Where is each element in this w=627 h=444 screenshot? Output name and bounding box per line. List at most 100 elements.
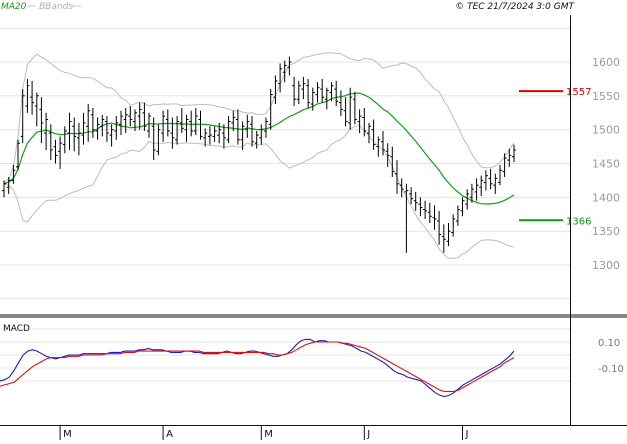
ohlc-bar	[151, 117, 156, 161]
ma20-path	[3, 92, 515, 205]
support-label: 1366	[566, 216, 591, 227]
bband-lower	[3, 124, 515, 259]
ohlc-bar	[170, 117, 175, 149]
ohlc-bar	[296, 80, 301, 104]
ohlc-bar	[212, 126, 217, 142]
price-tick-label: 1300	[592, 259, 620, 272]
ohlc-bar	[390, 146, 395, 177]
ohlc-bar	[133, 109, 137, 131]
macd-signal-line	[0, 341, 515, 392]
ohlc-bar	[381, 131, 385, 156]
ohlc-bar	[264, 117, 268, 138]
ohlc-bar	[404, 183, 409, 253]
ohlc-bar	[427, 202, 432, 223]
ohlc-bar	[282, 60, 287, 83]
ohlc-bar	[273, 75, 278, 104]
ohlc-bar	[512, 144, 516, 163]
ohlc-bar	[483, 170, 488, 191]
ohlc-bar	[147, 112, 151, 138]
date-tick-label: M	[264, 429, 273, 440]
ohlc-bar	[254, 131, 259, 149]
price-levels: 1557 1366	[519, 87, 591, 227]
ohlc-bar	[488, 168, 493, 190]
ohlc-bar	[48, 124, 53, 161]
ohlc-bar	[432, 205, 437, 230]
ohlc-bar	[30, 80, 35, 115]
ohlc-bar	[6, 177, 11, 194]
ohlc-bar	[114, 116, 119, 140]
ohlc-bar	[301, 76, 306, 100]
ohlc-bar	[446, 223, 451, 247]
ohlc-bars	[2, 56, 516, 253]
chart-frame	[0, 15, 627, 426]
ohlc-bar	[493, 173, 498, 194]
price-tick-label: 1450	[592, 158, 620, 171]
ohlc-bar	[128, 106, 133, 127]
ohlc-bar	[142, 102, 147, 131]
ohlc-bar	[175, 116, 180, 145]
ohlc-bar	[437, 210, 442, 245]
price-tick-label: 1600	[592, 56, 620, 69]
ohlc-bar	[395, 160, 399, 194]
ohlc-bar	[217, 122, 222, 144]
ohlc-bar	[338, 90, 343, 117]
ohlc-bar	[58, 136, 63, 169]
copyright-text: © TEC 21/7/2024 3:0 GMT	[455, 2, 575, 12]
ohlc-bar	[418, 197, 423, 217]
ohlc-bar	[268, 89, 273, 130]
ohlc-bar	[207, 126, 212, 145]
ohlc-bar	[287, 56, 292, 76]
ohlc-bar	[67, 112, 72, 150]
bollinger-bands	[3, 52, 515, 259]
ohlc-bar	[334, 80, 339, 106]
ohlc-bar	[362, 108, 367, 137]
price-tick-label: 1500	[592, 124, 620, 137]
ohlc-bar	[343, 97, 348, 127]
ohlc-bar	[109, 124, 114, 147]
ohlc-bar	[184, 114, 189, 142]
ohlc-bar	[278, 63, 283, 93]
ohlc-bar	[193, 108, 198, 136]
ohlc-bar	[11, 164, 16, 184]
ohlc-bar	[455, 205, 460, 226]
ohlc-bar	[245, 114, 250, 138]
ohlc-bar	[292, 76, 297, 106]
ohlc-bar	[198, 110, 203, 140]
ohlc-bar	[16, 139, 20, 171]
bband-upper	[3, 52, 515, 185]
ohlc-bar	[465, 189, 470, 210]
ohlc-bar	[72, 117, 77, 152]
date-tick-label: J	[465, 429, 469, 440]
ohlc-bar	[502, 153, 507, 177]
ohlc-bar	[81, 112, 86, 145]
ohlc-bar	[20, 89, 25, 144]
ohlc-bar	[479, 175, 484, 196]
macd-tick-label: 0.10	[598, 338, 620, 349]
ohlc-bar	[348, 87, 353, 130]
resistance-label: 1557	[566, 87, 591, 98]
ohlc-bar	[53, 139, 58, 164]
ohlc-bar	[423, 200, 428, 219]
ohlc-bar	[62, 126, 67, 154]
ohlc-bar	[259, 124, 264, 145]
ohlc-bar	[189, 110, 194, 137]
ohlc-bar	[203, 128, 208, 147]
ohlc-bar	[352, 91, 357, 125]
macd-lines	[0, 338, 515, 398]
ohlc-bar	[385, 143, 390, 167]
price-tick-label: 1400	[592, 191, 620, 204]
ohlc-bar	[329, 82, 334, 102]
ohlc-bar	[235, 109, 240, 145]
ohlc-bar	[39, 97, 44, 144]
date-tick-label: M	[63, 429, 72, 440]
ohlc-bar	[357, 109, 362, 134]
legend-bbands: BBands	[39, 2, 73, 12]
ohlc-bar	[221, 124, 226, 149]
ohlc-bar	[34, 92, 39, 127]
ohlc-bar	[100, 114, 105, 137]
ohlc-bar	[460, 197, 465, 217]
ohlc-bar	[507, 148, 512, 167]
ohlc-bar	[250, 116, 254, 147]
ohlc-bar	[2, 180, 6, 198]
